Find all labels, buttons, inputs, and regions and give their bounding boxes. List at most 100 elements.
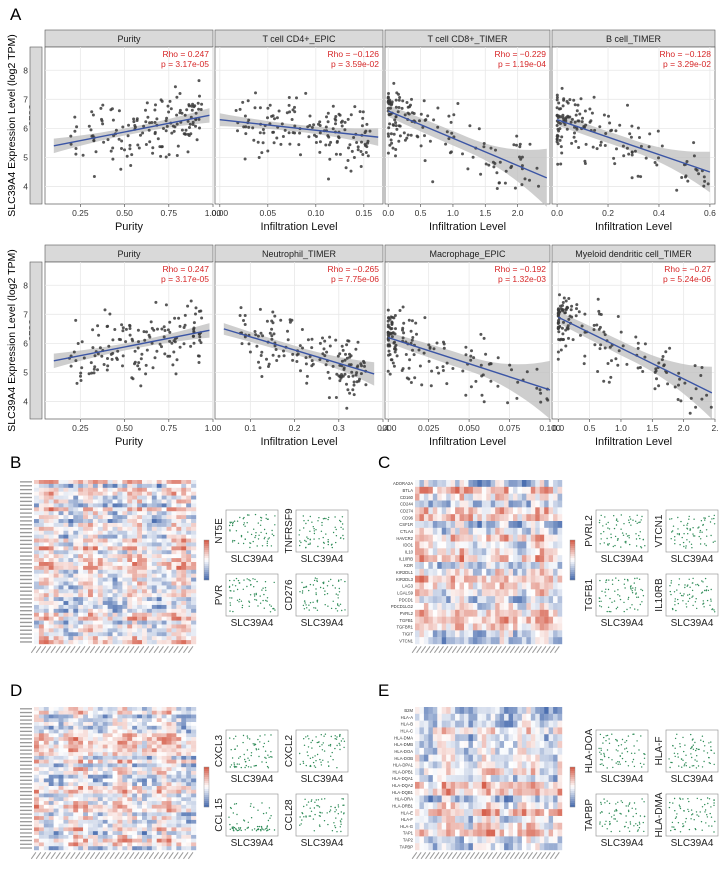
color-legend-step bbox=[570, 560, 575, 563]
scatter-point bbox=[197, 354, 201, 358]
scatter-point bbox=[153, 356, 157, 360]
heatmap-cell bbox=[102, 725, 108, 730]
heatmap-cell bbox=[73, 604, 79, 610]
mini-scatter-point bbox=[301, 581, 303, 584]
mini-scatter-point bbox=[334, 526, 336, 528]
heatmap-cell bbox=[441, 555, 447, 563]
heatmap-cell bbox=[535, 616, 540, 624]
heatmap-cell bbox=[102, 593, 108, 598]
heatmap-col-label-mark bbox=[429, 646, 435, 654]
scatter-point bbox=[266, 106, 270, 110]
mini-scatter-point bbox=[704, 543, 706, 545]
heatmap-cell bbox=[48, 601, 54, 606]
heatmap-cell bbox=[88, 748, 94, 753]
heatmap-cell bbox=[112, 511, 118, 516]
heatmap-cell bbox=[92, 722, 99, 727]
scatter-point bbox=[120, 139, 124, 143]
heatmap-cell bbox=[171, 550, 177, 555]
scatter-point bbox=[689, 396, 693, 400]
heatmap-cell bbox=[38, 495, 45, 500]
heatmap-cell bbox=[481, 534, 487, 542]
heatmap-cell bbox=[112, 601, 118, 606]
heatmap-cell bbox=[146, 612, 153, 617]
heatmap-cell bbox=[191, 546, 197, 551]
mini-scatter-point bbox=[342, 538, 345, 540]
heatmap-cell bbox=[450, 527, 456, 535]
facet-title: Purity bbox=[117, 34, 141, 44]
x-tick-label: 0.5 bbox=[415, 208, 427, 218]
heatmap-cell bbox=[166, 585, 172, 590]
heatmap-cell bbox=[63, 714, 69, 719]
heatmap-cell bbox=[161, 725, 167, 730]
heatmap-cell bbox=[107, 755, 113, 760]
heatmap-cell bbox=[539, 534, 545, 542]
heatmap-cell bbox=[127, 522, 133, 528]
heatmap-row-label-mark bbox=[20, 594, 32, 596]
heatmap-cell bbox=[34, 538, 40, 543]
scatter-point bbox=[124, 340, 128, 344]
scatter-point bbox=[610, 359, 613, 363]
mini-scatter-point bbox=[629, 587, 632, 589]
heatmap-cell bbox=[127, 499, 133, 504]
heatmap-cell bbox=[441, 582, 447, 590]
mini-scatter-point bbox=[313, 530, 315, 532]
heatmap-cell bbox=[557, 534, 563, 542]
heatmap-cell bbox=[517, 637, 523, 645]
scatter-point bbox=[144, 143, 148, 146]
mini-scatter-point bbox=[630, 524, 632, 526]
heatmap-cell bbox=[176, 585, 182, 590]
scatter-point bbox=[394, 154, 397, 158]
scatter-point bbox=[148, 140, 152, 144]
heatmap-cell bbox=[548, 534, 554, 542]
heatmap-row-label-mark bbox=[20, 726, 32, 729]
mini-scatter-point bbox=[309, 538, 311, 540]
scatter-point bbox=[149, 320, 153, 324]
heatmap-cell bbox=[34, 569, 40, 574]
heatmap-cell bbox=[107, 534, 113, 539]
heatmap-cell bbox=[526, 548, 532, 556]
heatmap-cell bbox=[171, 499, 177, 504]
heatmap-cell bbox=[38, 608, 45, 613]
heatmap-cell bbox=[176, 581, 182, 586]
mini-scatter-point bbox=[313, 579, 316, 582]
scatter-point bbox=[105, 368, 109, 372]
mini-scatter-point bbox=[608, 610, 610, 613]
heatmap-col-label-mark bbox=[460, 646, 467, 654]
heatmap-cell bbox=[34, 499, 40, 504]
heatmap-cell bbox=[535, 548, 540, 556]
heatmap-cell bbox=[530, 562, 536, 570]
mini-scatter-point bbox=[637, 596, 640, 598]
heatmap-cell bbox=[53, 752, 59, 757]
heatmap-row-label-mark bbox=[20, 528, 32, 530]
scatter-point bbox=[495, 171, 499, 175]
heatmap-cell bbox=[171, 725, 177, 730]
heatmap-cell bbox=[171, 581, 177, 586]
scatter-point bbox=[89, 361, 93, 365]
heatmap-col-label-mark bbox=[119, 646, 125, 654]
heatmap-cell bbox=[508, 575, 514, 583]
scatter-point bbox=[69, 364, 73, 368]
heatmap-cell bbox=[186, 725, 192, 730]
color-legend-step bbox=[570, 578, 575, 581]
heatmap-cell bbox=[151, 565, 157, 570]
heatmap-cell bbox=[415, 582, 420, 590]
scatter-point bbox=[346, 388, 350, 392]
heatmap-cell bbox=[176, 729, 182, 734]
mini-scatter-point bbox=[674, 536, 676, 538]
heatmap-cell bbox=[117, 770, 123, 775]
heatmap-cell bbox=[423, 562, 429, 570]
heatmap-cell bbox=[161, 538, 167, 543]
scatter-point bbox=[81, 153, 85, 157]
heatmap-row-label-mark bbox=[20, 578, 32, 581]
heatmap-cell bbox=[432, 630, 438, 638]
heatmap-cell bbox=[102, 565, 108, 570]
heatmap-cell bbox=[544, 514, 549, 522]
scatter-point bbox=[422, 351, 426, 355]
heatmap-cell bbox=[441, 500, 447, 508]
heatmap-cell bbox=[548, 514, 554, 522]
mini-scatter-point bbox=[670, 593, 672, 596]
heatmap-cell bbox=[146, 632, 153, 637]
heatmap-cell bbox=[156, 503, 162, 508]
heatmap-cell bbox=[58, 744, 64, 749]
heatmap-cell bbox=[548, 589, 554, 597]
